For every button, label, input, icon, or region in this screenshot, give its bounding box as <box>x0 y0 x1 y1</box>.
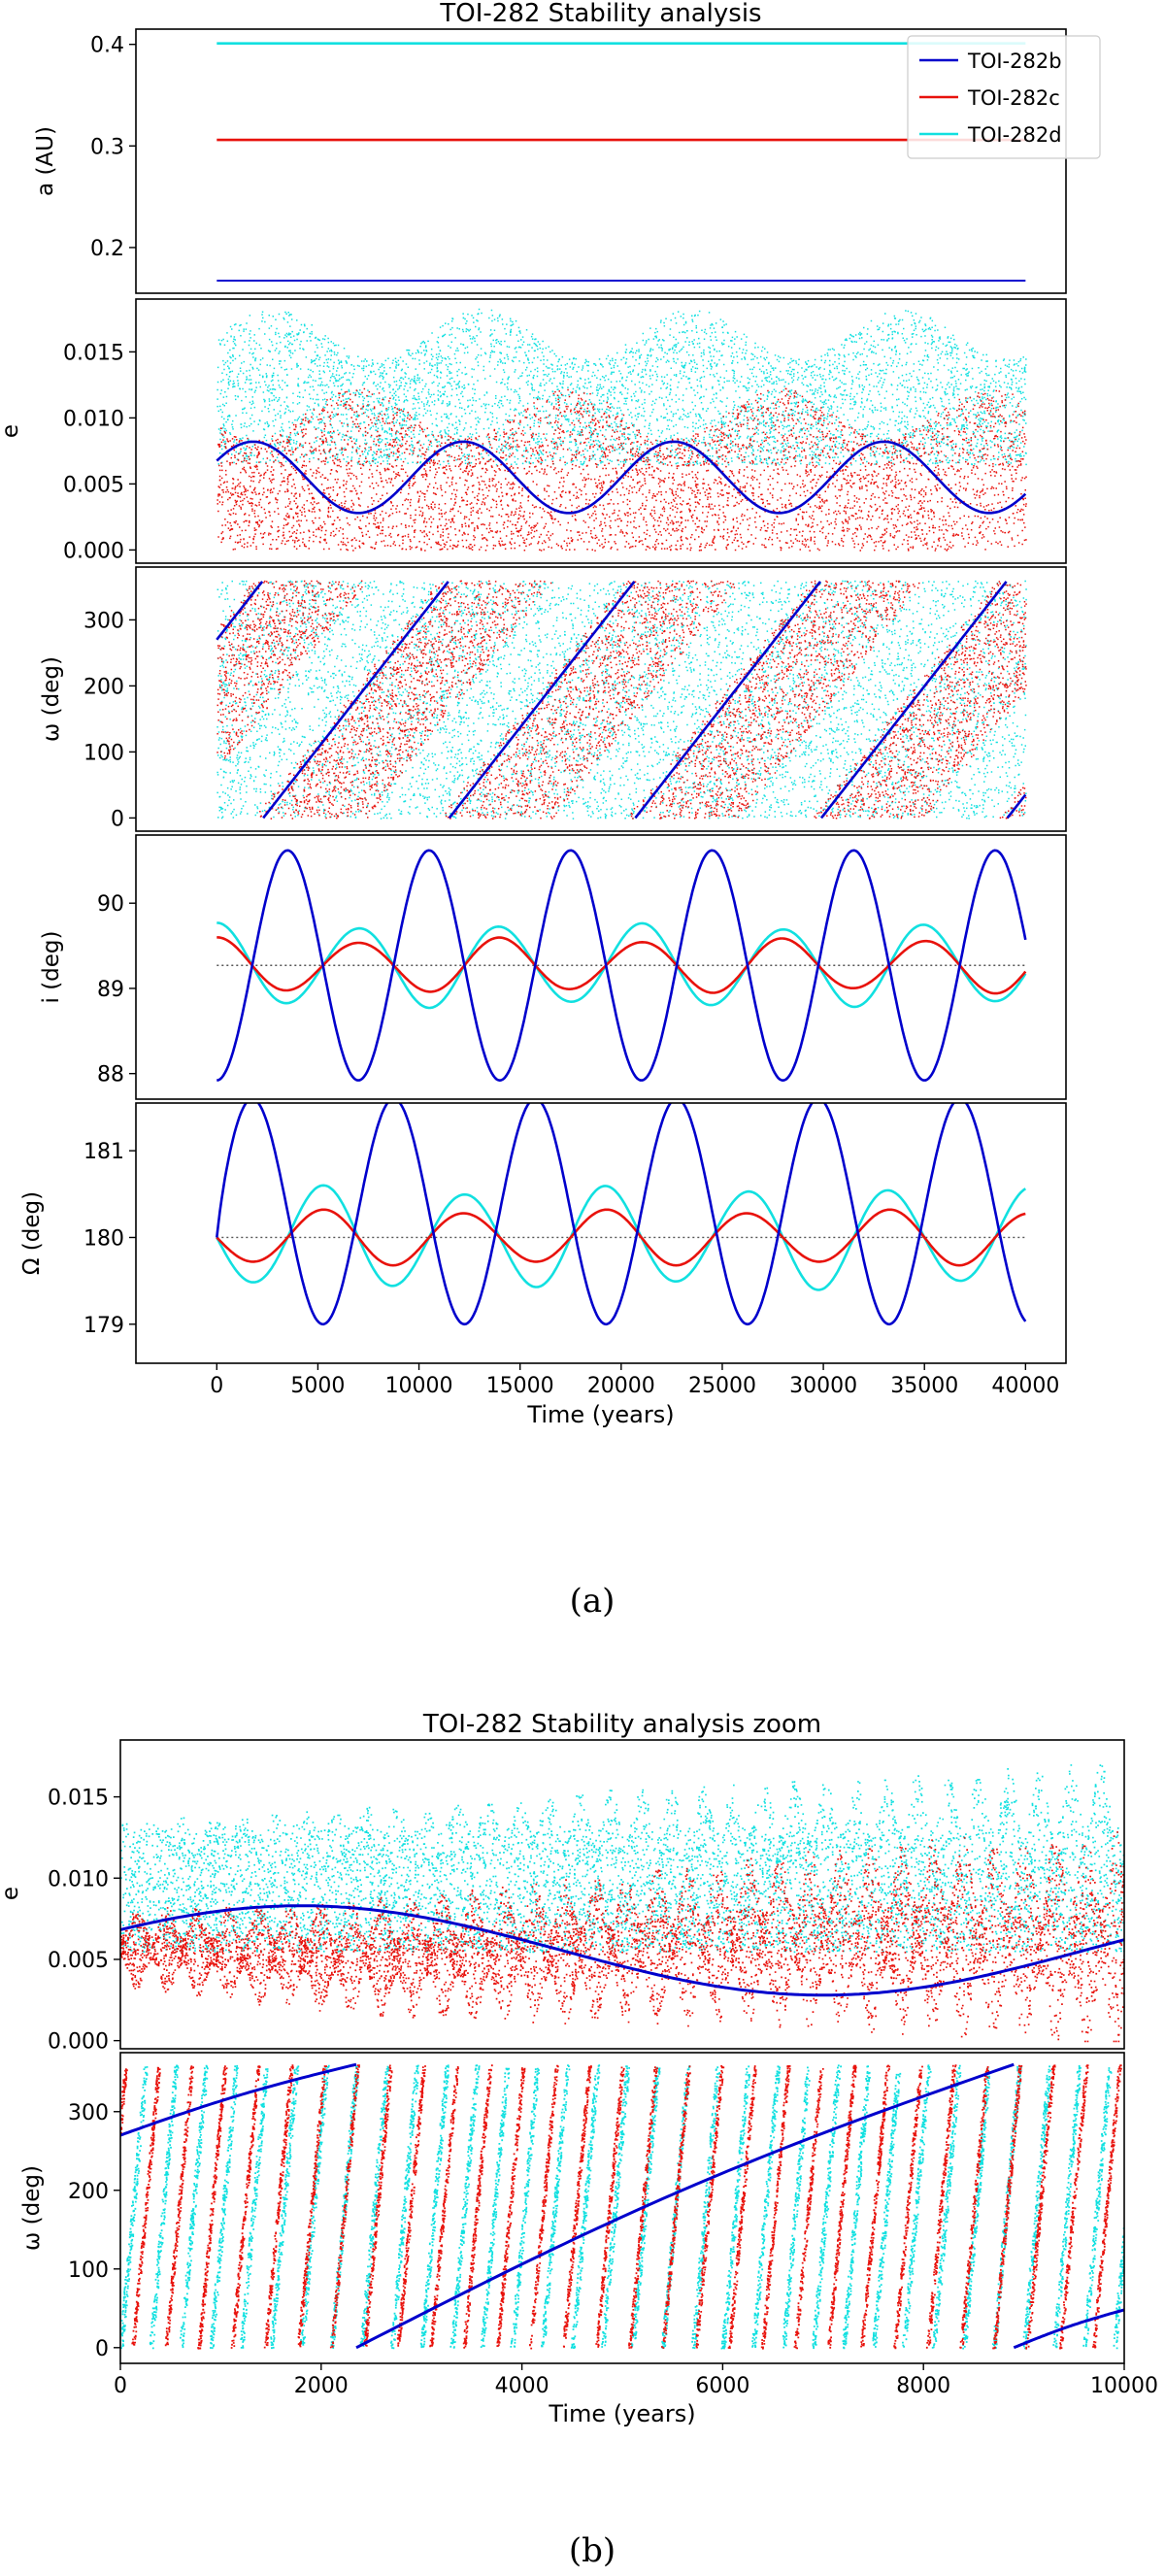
b-x-xtick-label: 4000 <box>495 2374 549 2398</box>
Omega-axis-ytick-label: 181 <box>83 1140 124 1164</box>
i-line-c <box>216 936 1027 995</box>
omega-line-b <box>216 581 264 641</box>
a-x-xtick-label: 25000 <box>688 1374 756 1398</box>
omega-axis-ytick-label: 0 <box>111 807 124 831</box>
a-x-xtick-label: 5000 <box>290 1374 345 1398</box>
omega-points-c <box>216 580 1027 820</box>
b-e-line-b <box>120 1904 1124 1997</box>
omega-line-b <box>1006 793 1027 820</box>
Omega-axis-ytick-label: 179 <box>83 1314 124 1338</box>
omega-axis-ytick-label: 200 <box>83 675 124 699</box>
b-omega-axis-ytick-label: 200 <box>68 2180 109 2204</box>
omega-line-b <box>262 581 449 820</box>
a-axis-ytick-label: 0.3 <box>90 135 124 159</box>
b-omega-line-b <box>1013 2308 1124 2350</box>
omega-line-b <box>448 581 636 820</box>
omega-line-b <box>634 581 822 820</box>
caption-b: (b) <box>569 2531 616 2570</box>
b-omega-points-d <box>120 2064 1124 2350</box>
panel-b-omega: 0 100 200 300 0 2000 4000 6000 8000 10000 ω (deg… <box>19 2052 1158 2427</box>
xlabel-b: Time (years) <box>548 2400 695 2427</box>
i-axis-ytick-label: 88 <box>97 1063 124 1087</box>
e-axis-ytick-label: 0.005 <box>63 473 124 497</box>
panel-a-inclination: 88 89 90 i (deg) <box>39 834 1067 1100</box>
i-line-b <box>216 849 1027 1082</box>
a-x-xtick-label: 20000 <box>587 1374 655 1398</box>
b-x-xtick-label: 10000 <box>1090 2374 1158 2398</box>
panel-a-omega: 0 100 200 300 ω (deg) <box>39 566 1067 832</box>
ylabel-i: i (deg) <box>39 931 64 1004</box>
Omega-line-d <box>216 1184 1027 1291</box>
a-x-xtick-label: 35000 <box>890 1374 958 1398</box>
legend-label-c: TOI-282c <box>967 86 1060 110</box>
Omega-axis-ytick-label: 180 <box>83 1226 124 1251</box>
b-x-xtick-label: 2000 <box>294 2374 349 2398</box>
ylabel-a: a (AU) <box>33 126 58 196</box>
e-axis-ytick-label: 0.010 <box>63 407 124 431</box>
a-x-xtick-label: 10000 <box>385 1374 453 1398</box>
b-x-xtick-label: 0 <box>114 2374 127 2398</box>
a-x-xtick-label: 15000 <box>486 1374 554 1398</box>
figure-b-title: TOI-282 Stability analysis zoom <box>422 1710 821 1739</box>
panel-b-eccentricity: 0.000 0.005 0.010 0.015 e <box>0 1739 1125 2055</box>
e-line-b <box>216 440 1027 515</box>
a-x-xtick-label: 30000 <box>789 1374 857 1398</box>
e-points-c <box>216 387 1027 552</box>
i-axis-ytick-label: 90 <box>97 892 124 917</box>
b-x-xtick-label: 8000 <box>896 2374 950 2398</box>
e-axis-ytick-label: 0.000 <box>63 539 124 563</box>
b-omega-axis-ytick-label: 100 <box>68 2258 109 2283</box>
ylabel-b-e: e <box>0 1887 23 1900</box>
caption-a: (a) <box>570 1582 616 1621</box>
panel-a-node: 179 180 181 0 5000 10000 15000 20000 25000 30000… <box>19 1102 1067 1428</box>
b-e-axis-ytick-label: 0.015 <box>48 1787 109 1811</box>
b-omega-line-b <box>120 2062 357 2137</box>
figure-a-title: TOI-282 Stability analysis <box>439 0 761 28</box>
b-e-axis-ytick-label: 0.005 <box>48 1949 109 1973</box>
ylabel-b-omega: ω (deg) <box>19 2165 45 2251</box>
Omega-line-c <box>216 1208 1026 1267</box>
b-e-points-d <box>120 1764 1124 1954</box>
i-axis-ytick-label: 89 <box>97 978 124 1002</box>
a-x-xtick-label: 0 <box>210 1374 223 1398</box>
Omega-line-b <box>216 1103 1027 1326</box>
omega-axis-ytick-label: 100 <box>83 741 124 765</box>
b-omega-line-b <box>355 2062 1015 2350</box>
b-omega-axis-ytick-label: 0 <box>95 2337 109 2361</box>
legend: TOI-282b TOI-282c TOI-282d <box>907 35 1101 159</box>
b-e-axis-ytick-label: 0.010 <box>48 1867 109 1891</box>
omega-axis-ytick-label: 300 <box>83 609 124 633</box>
a-axis-ytick-label: 0.2 <box>90 237 124 261</box>
xlabel-a: Time (years) <box>526 1401 674 1428</box>
legend-label-d: TOI-282d <box>967 123 1062 147</box>
a-x-xtick-label: 40000 <box>991 1374 1059 1398</box>
ylabel-e: e <box>0 424 23 438</box>
b-omega-points-c <box>120 2064 1122 2350</box>
ylabel-omega: ω (deg) <box>39 656 64 742</box>
a-axis-ytick-label: 0.4 <box>90 34 124 58</box>
b-e-points-c <box>120 1831 1124 2043</box>
panel-a-semimajor-axis: 0.2 0.3 0.4 a (AU) TOI-282b TOI-282c TOI-2… <box>33 28 1101 294</box>
b-omega-axis-ytick-label: 300 <box>68 2101 109 2125</box>
b-e-axis-ytick-label: 0.000 <box>48 2030 109 2055</box>
b-x-xtick-label: 6000 <box>695 2374 749 2398</box>
omega-line-b <box>819 581 1008 820</box>
legend-label-b: TOI-282b <box>967 50 1062 73</box>
e-points-d <box>216 308 1027 466</box>
ylabel-Omega: Ω (deg) <box>19 1191 45 1275</box>
e-axis-ytick-label: 0.015 <box>63 341 124 365</box>
panel-a-eccentricity: 0.000 0.005 0.010 0.015 e <box>0 298 1067 564</box>
